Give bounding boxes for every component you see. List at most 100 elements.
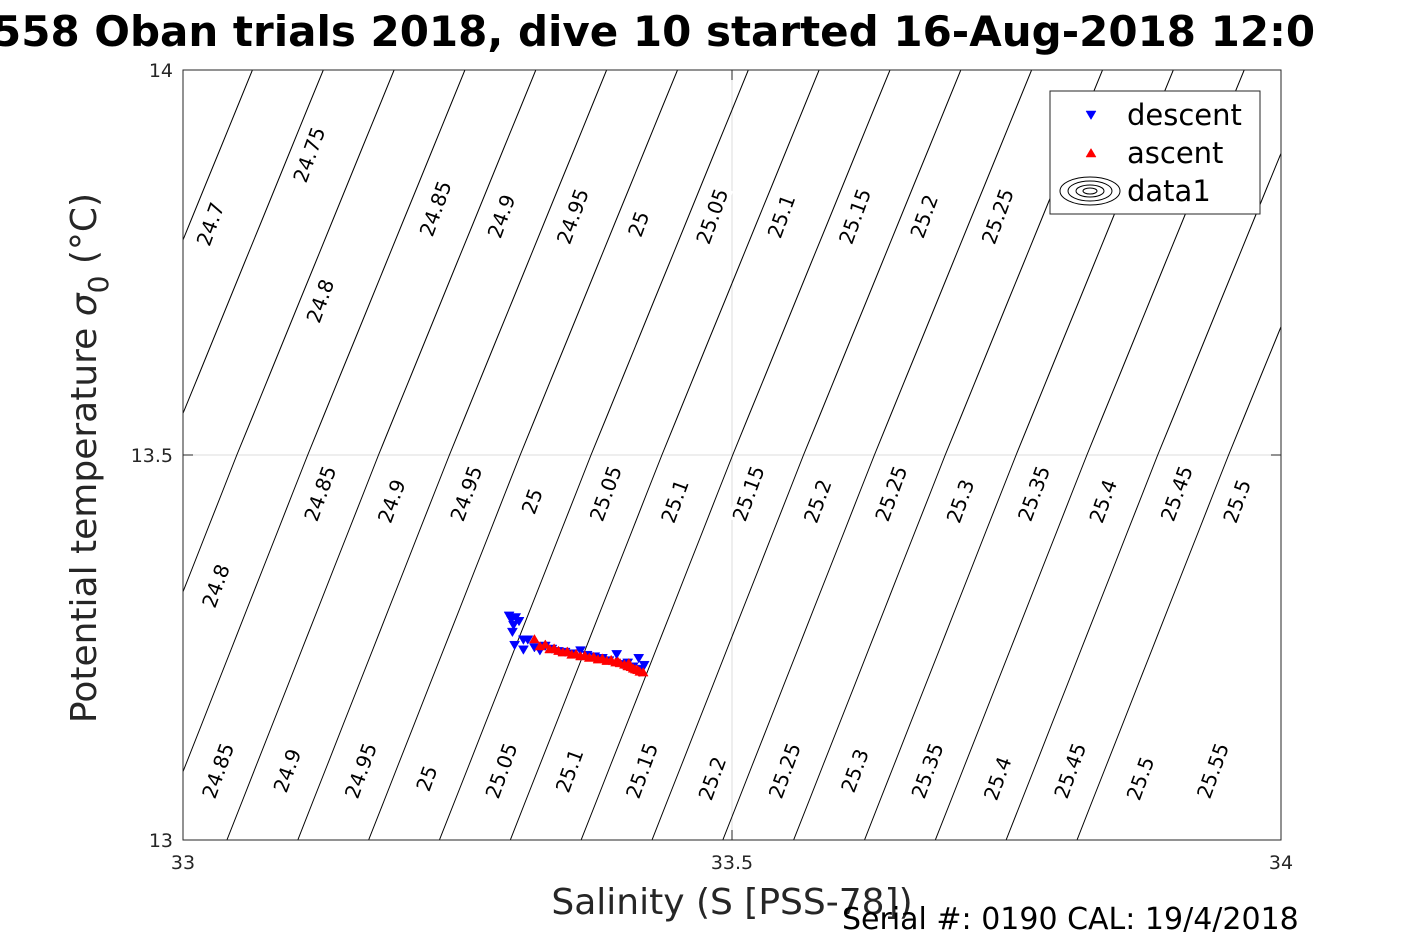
contour-label-mask [623,207,654,241]
y-axis-label: Potential temperature σ0 (°C) [64,193,115,723]
x-tick-label: 34 [1269,852,1293,874]
y-axis-label-subscript: 0 [82,276,115,294]
isopycnal-contour-line [368,70,678,840]
x-tick-label: 33.5 [711,852,753,874]
contour-label-mask [517,484,548,519]
descent-data-point [522,635,534,645]
legend-label-descent: descent [1127,98,1242,132]
isopycnal-contour-line [297,70,608,840]
isopycnal-contour-line [183,70,395,594]
contour-label-mask [482,189,521,244]
profile-data-points [503,611,650,678]
legend-markers [1059,110,1121,206]
contour-label-mask [727,461,770,526]
axis-ticks: 33 33.5 34 13 13.5 14 [131,60,1293,874]
descent-data-point [513,617,525,627]
isopycnal-contour-line [183,70,466,773]
legend-marker-data1 [1059,176,1121,206]
legend-marker-ascent [1085,148,1097,158]
legend-label-data1: data1 [1127,174,1211,208]
contour-label-mask [268,743,307,798]
contour-label-mask [584,461,627,526]
contour-label-mask [656,473,694,529]
descent-data-point [508,620,519,631]
contour-label-mask [621,738,663,804]
ascent-data-point [612,656,624,666]
isopycnal-contour-line [722,70,1033,840]
contour-label-mask [411,761,442,796]
contour-label-mask [299,461,342,526]
y-axis-label-unit: (°C) [64,193,105,276]
serial-cal-footer: Serial #: 0190 CAL: 19/4/2018 [842,902,1299,937]
contour-label-mask [445,461,488,526]
grid-lines [183,70,1281,840]
contour-label-mask [288,122,331,188]
contour-label-mask [941,473,980,529]
ascent-data-point [637,667,649,677]
descent-data-point [506,627,518,638]
y-axis-label-sigma: σ [64,292,105,316]
contour-label-mask [1084,473,1123,529]
legend-contour-ring [1082,187,1098,195]
contour-label-mask [414,176,457,242]
isopycnal-contour-line [183,70,253,242]
contour-label-mask [191,196,230,252]
contour-label-mask [552,183,594,249]
figure-title: 558 Oban trials 2018, dive 10 started 16… [0,7,1315,56]
isopycnal-contour-line [0,70,40,840]
contour-label-mask [834,183,876,249]
contour-label-mask [978,751,1017,806]
ascent-data-point [528,634,540,644]
ascent-data-point [623,657,635,668]
isopycnal-contour-line [509,70,820,840]
contour-label-mask [480,738,523,804]
descent-data-point [633,654,645,664]
contour-label-mask [906,738,949,804]
contour-label-mask [798,473,837,529]
contour-label-mask [976,183,1019,249]
y-tick-label: 13.5 [131,445,173,467]
contour-label-mask [763,738,806,804]
contour-label-mask [340,738,382,804]
contour-label-mask [762,189,801,244]
contour-label-mask [691,183,734,249]
y-tick-label: 13 [149,830,173,852]
legend: descent ascent data1 [1049,90,1261,215]
contour-label-mask [1218,473,1256,529]
isopycnal-contours [0,70,1281,840]
isopycnal-contour-line [651,70,962,840]
isopycnal-contour-line [226,70,537,840]
descent-data-point [517,645,529,655]
x-axis-label: Salinity (S [PSS-78]) [551,882,912,923]
x-tick-label: 33 [171,852,195,874]
contour-label-mask [1155,461,1198,526]
isopycnal-contour-line [580,70,891,840]
contour-label-mask [1121,751,1160,806]
legend-marker-descent [1085,110,1097,120]
descent-data-point [638,660,650,671]
contour-label-mask [1192,738,1234,804]
legend-label-ascent: ascent [1127,136,1223,170]
legend-contour-ring [1059,176,1121,206]
contour-label-mask [301,273,340,329]
isopycnal-contour-line [1076,325,1281,840]
y-tick-label: 14 [149,60,173,82]
descent-data-point [611,650,623,660]
contour-label-mask [870,461,912,526]
contour-label-mask [905,189,944,244]
isopycnal-contour-line [1005,152,1281,840]
contour-label-mask [550,743,589,798]
contour-label-mask [197,738,239,804]
contour-label-mask [693,751,732,806]
contour-label-mask [1013,461,1055,526]
contour-label-mask [197,558,235,614]
isopycnal-contour-line [183,70,324,415]
isopycnal-contour-line [438,70,749,840]
y-axis-label-main: Potential temperature [64,316,105,723]
contour-label-mask [372,473,411,529]
legend-contour-ring [1075,184,1105,198]
descent-data-point [575,646,586,656]
legend-contour-ring [1067,180,1113,202]
descent-data-point [509,640,521,651]
contour-label-mask [836,743,874,798]
